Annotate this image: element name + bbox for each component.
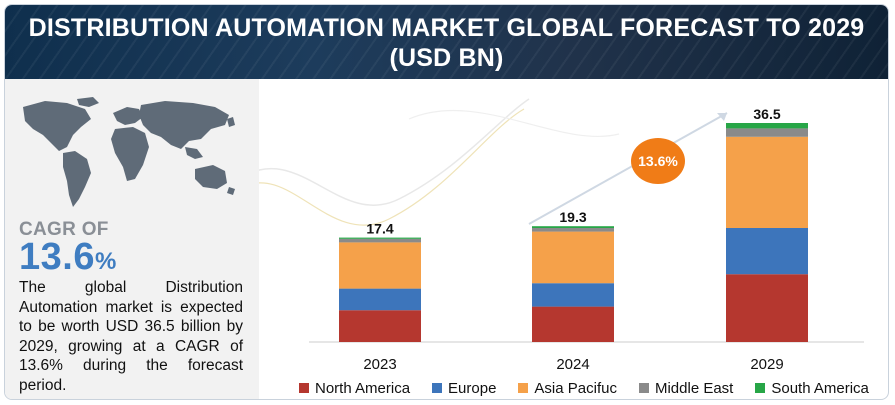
legend-label: North America [315, 379, 411, 397]
total-label-2023: 17.4 [366, 221, 393, 237]
chart-legend: North America Europe Asia Pacifuc Middle Ea… [299, 377, 888, 399]
x-tick-label-2023: 2023 [363, 356, 396, 373]
legend-label: Europe [448, 379, 497, 397]
summary-panel: CAGR OF 13.6% The global Distribution Au… [5, 79, 259, 399]
cagr-trend-arrow [528, 112, 728, 225]
bars-layer: 17.4 2023 19.3 2024 36.5 2029 [339, 106, 808, 373]
x-tick-label-2029: 2029 [750, 356, 783, 373]
bar-segment-europe-2024 [532, 283, 614, 307]
world-map-icon [23, 97, 235, 207]
legend-swatch [299, 383, 309, 393]
chart-title: DISTRIBUTION AUTOMATION MARKET GLOBAL FO… [5, 13, 888, 73]
header-banner: DISTRIBUTION AUTOMATION MARKET GLOBAL FO… [5, 5, 888, 79]
bar-segment-middle-east-2024 [532, 228, 614, 232]
chart-area: 17.4 2023 19.3 2024 36.5 2029 13.6% North Ame… [238, 79, 888, 399]
legend-swatch [755, 383, 766, 393]
bar-segment-north-america-2029 [726, 274, 808, 342]
legend-item-asia-pacifuc: Asia Pacifuc [518, 380, 617, 397]
header-pattern [5, 5, 888, 79]
legend-label: South America [771, 379, 869, 397]
cagr-arrow-head [717, 113, 727, 121]
bar-segment-europe-2023 [339, 288, 421, 311]
decorative-swirls [238, 98, 620, 226]
legend-label: Middle East [654, 379, 734, 397]
cagr-value: 13.6% [19, 236, 117, 279]
bar-segment-north-america-2023 [339, 310, 421, 342]
legend-swatch [638, 383, 649, 393]
legend-item-middle-east: Middle East [638, 379, 734, 397]
legend-swatch [432, 383, 443, 393]
x-tick-label-2024: 2024 [556, 356, 589, 373]
legend-label: Asia Pacifuc [534, 379, 617, 397]
cagr-label: CAGR OF [19, 219, 109, 240]
legend-item-south-america: South America [755, 380, 869, 397]
stacked-bar-chart: 17.4 2023 19.3 2024 36.5 2029 [238, 98, 864, 373]
bar-segment-north-america-2024 [532, 306, 614, 342]
title-line-2: (USD BN) [389, 44, 504, 72]
bar-segment-asia-pacifuc-2029 [726, 136, 808, 228]
legend-item-north-america: North America [299, 380, 410, 397]
cagr-bubble: 13.6% [631, 138, 685, 184]
cagr-unit: % [94, 248, 117, 275]
total-label-2024: 19.3 [559, 209, 586, 225]
bar-segment-south-america-2024 [532, 226, 614, 228]
bar-segment-middle-east-2023 [339, 238, 421, 243]
bar-segment-south-america-2029 [726, 123, 808, 129]
bar-segment-asia-pacifuc-2023 [339, 242, 421, 289]
legend-swatch [518, 383, 529, 393]
infographic-frame: DISTRIBUTION AUTOMATION MARKET GLOBAL FO… [4, 4, 889, 400]
market-description: The global Distribution Automation marke… [19, 279, 243, 394]
bar-segment-asia-pacifuc-2024 [532, 231, 614, 284]
total-label-2029: 36.5 [753, 106, 780, 122]
bar-segment-south-america-2023 [339, 237, 421, 239]
legend-item-europe: Europe [432, 380, 496, 397]
bar-segment-middle-east-2029 [726, 128, 808, 137]
title-line-1: DISTRIBUTION AUTOMATION MARKET GLOBAL FO… [28, 14, 865, 42]
cagr-number: 13.6 [19, 236, 95, 278]
bar-segment-europe-2029 [726, 228, 808, 275]
